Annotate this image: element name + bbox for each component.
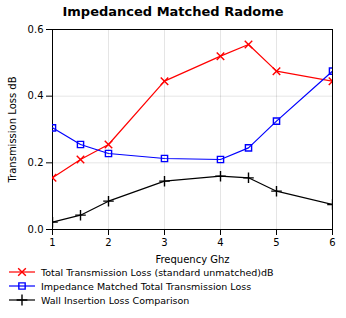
html-text:Total Transmission Loss (stand: Total Transmission Loss (standard unmatc… bbox=[41, 266, 274, 278]
svg-text:1: 1 bbox=[49, 237, 55, 248]
svg-text:Transmission Loss dB: Transmission Loss dB bbox=[7, 76, 18, 183]
html-text:Impedanced Matched Radome: Impedanced Matched Radome bbox=[62, 4, 284, 19]
svg-text:0.0: 0.0 bbox=[28, 224, 44, 235]
html-text:Impedance Matched Total Transm: Impedance Matched Total Transmission Los… bbox=[41, 280, 252, 292]
svg-text:4: 4 bbox=[217, 237, 223, 248]
html-text:Wall Insertion Loss Comparison: Wall Insertion Loss Comparison bbox=[41, 294, 190, 306]
svg-text:0.4: 0.4 bbox=[28, 90, 44, 101]
svg-text:6: 6 bbox=[329, 237, 335, 248]
svg-text:0.2: 0.2 bbox=[28, 157, 44, 168]
svg-text:5: 5 bbox=[273, 237, 279, 248]
svg-text:3: 3 bbox=[161, 237, 167, 248]
svg-text:2: 2 bbox=[105, 237, 111, 248]
svg-text:Frequency Ghz: Frequency Ghz bbox=[155, 254, 229, 265]
svg-text:0.6: 0.6 bbox=[28, 24, 44, 35]
